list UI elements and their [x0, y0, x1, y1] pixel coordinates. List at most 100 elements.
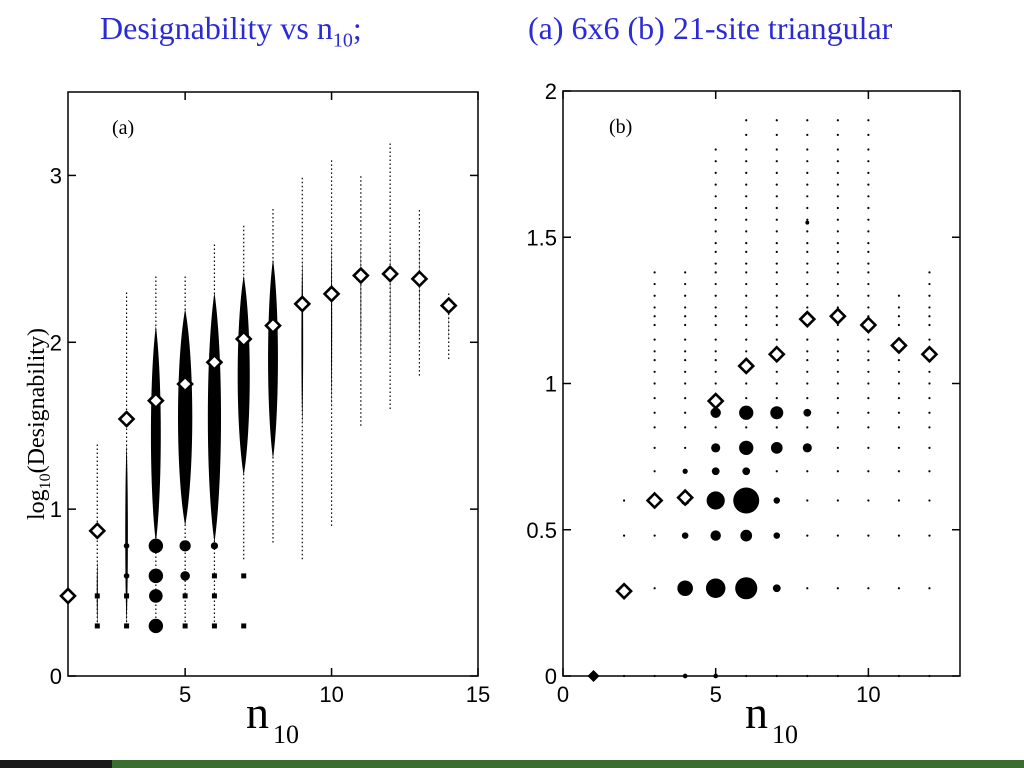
chart-b-grid-dot — [897, 397, 901, 400]
chart-b-grid-dot — [775, 315, 778, 318]
chart-b-grid-dot — [714, 242, 717, 245]
chart-b-grid-dot — [836, 250, 839, 253]
chart-b-grid-dot — [867, 338, 870, 341]
chart-b-grid-dot — [867, 294, 870, 297]
chart-b-grid-dot — [836, 382, 839, 385]
chart-b-grid-dot — [775, 426, 778, 429]
chart-b-grid-dot — [684, 350, 687, 353]
chart-b-large-point — [735, 577, 758, 600]
chart-b-grid-dot — [806, 206, 809, 210]
chart-b-grid-dot — [836, 470, 839, 473]
chart-b-grid-dot — [836, 230, 839, 233]
chart-b-diamond-point — [645, 491, 664, 510]
chart-a-diamond-point — [59, 587, 77, 605]
chart-b-grid-dot — [836, 218, 839, 221]
chart-b-grid-dot — [653, 411, 656, 414]
chart-b-grid-dot — [775, 148, 778, 151]
chart-a-small-point — [94, 593, 100, 599]
chart-b-grid-dot — [928, 534, 931, 537]
chart-b-grid-dot — [775, 370, 778, 373]
chart-b-grid-dot — [775, 206, 778, 210]
chart-b-grid-dot — [867, 218, 870, 221]
chart-b-diamond-point — [615, 582, 633, 601]
chart-b-grid-dot — [897, 315, 901, 318]
chart-b-grid-dot — [867, 282, 870, 286]
chart-b-grid-dot — [867, 534, 870, 537]
chart-b-grid-dot — [714, 250, 717, 253]
footer-bar — [0, 760, 1024, 768]
chart-b-grid-dot — [684, 382, 687, 385]
chart-b-grid-dot — [775, 250, 778, 253]
chart-b-grid-dot — [836, 370, 839, 373]
chart-b-grid-dot — [714, 382, 717, 385]
chart-a-small-point — [94, 623, 100, 629]
chart-b-grid-dot — [867, 426, 870, 429]
chart-b-grid-dot — [806, 271, 809, 274]
chart-b-grid-dot — [684, 271, 687, 274]
chart-a-x-tick-label: 15 — [466, 682, 490, 707]
chart-b-grid-dot — [745, 674, 748, 678]
chart-b-large-point — [805, 220, 810, 225]
chart-b-grid-dot — [775, 306, 778, 309]
chart-b-grid-dot — [806, 338, 809, 341]
chart-b-grid-dot — [867, 171, 870, 174]
chart-b-grid-dot — [653, 359, 656, 362]
chart-b-grid-dot — [867, 183, 870, 186]
chart-a-panel-label: (a) — [112, 117, 134, 139]
chart-b-grid-dot — [775, 230, 778, 233]
chart-b-grid-dot — [928, 426, 931, 429]
chart-b-grid-dot — [653, 674, 656, 678]
chart-a-small-point — [182, 593, 188, 599]
chart-b-grid-dot — [684, 446, 687, 449]
chart-a-y-axis-label: log10(Designability) — [24, 328, 54, 520]
chart-b-grid-dot — [897, 446, 901, 449]
chart-a-small-point — [182, 623, 188, 629]
chart-b-grid-dot — [897, 359, 901, 362]
chart-a-x-axis-label-subscript: 10 — [273, 720, 299, 749]
chart-b-grid-dot — [653, 397, 656, 400]
chart-a-large-point — [180, 571, 190, 581]
chart-b-grid-dot — [622, 674, 626, 678]
chart-b-grid-dot — [745, 338, 748, 341]
chart-b-grid-dot — [806, 470, 809, 473]
chart-b-grid-dot — [928, 271, 931, 274]
chart-b-grid-dot — [806, 282, 809, 286]
title-right: (a) 6x6 (b) 21-site triangular — [528, 10, 893, 46]
chart-a-large-point — [148, 618, 164, 634]
chart-b-grid-dot — [897, 674, 901, 678]
chart-a-diamond-point — [234, 330, 253, 348]
chart-b-grid-dot — [836, 411, 839, 414]
chart-b-grid-dot — [714, 370, 717, 373]
chart-b-diamond-point — [737, 357, 756, 375]
chart-b-grid-dot — [684, 294, 687, 297]
chart-b-grid-dot — [775, 262, 778, 265]
chart-b-grid-dot — [806, 148, 809, 151]
chart-b-grid-dot — [897, 323, 901, 327]
chart-b-grid-dot — [714, 218, 717, 221]
chart-b-large-point — [770, 442, 783, 454]
chart-b-grid-dot — [836, 160, 839, 163]
chart-b-grid-dot — [745, 323, 748, 327]
chart-a-large-point — [148, 568, 164, 584]
chart-b-large-point — [739, 440, 754, 455]
chart-b-grid-dot — [775, 271, 778, 274]
chart-b-x-tick-label: 10 — [856, 682, 880, 707]
chart-b-grid-dot — [806, 195, 809, 198]
chart-a-diamond-point — [88, 521, 107, 540]
footer-logo — [0, 760, 112, 768]
chart-b-y-tick-label: 0.5 — [526, 518, 557, 543]
chart-b-grid-dot — [622, 534, 626, 537]
chart-b-grid-dot — [714, 230, 717, 233]
title-left-suffix: ; — [352, 10, 362, 46]
chart-b-grid-dot — [836, 206, 839, 210]
chart-b-grid-dot — [867, 230, 870, 233]
chart-b-grid-dot — [745, 397, 748, 400]
chart-b-grid-dot — [806, 183, 809, 186]
ylabel-subscript: 10 — [37, 473, 54, 489]
chart-b-grid-dot — [867, 370, 870, 373]
chart-b-grid-dot — [836, 171, 839, 174]
chart-b-grid-dot — [836, 242, 839, 245]
chart-b-grid-dot — [867, 160, 870, 163]
chart-b-diamond-point — [859, 316, 878, 334]
